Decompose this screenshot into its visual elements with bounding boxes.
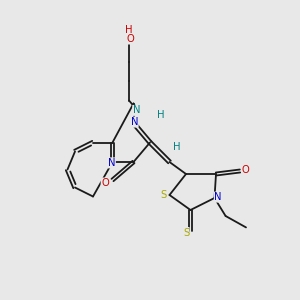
Text: N: N (108, 158, 115, 168)
Text: O: O (101, 178, 109, 188)
Text: N: N (131, 117, 138, 127)
Text: O: O (127, 34, 134, 44)
Text: N: N (133, 105, 140, 116)
Text: H: H (157, 110, 164, 121)
Text: N: N (214, 192, 222, 202)
Text: H: H (173, 142, 180, 152)
Text: S: S (160, 190, 166, 200)
Text: H: H (125, 25, 133, 35)
Text: O: O (242, 165, 249, 175)
Text: S: S (183, 227, 189, 238)
